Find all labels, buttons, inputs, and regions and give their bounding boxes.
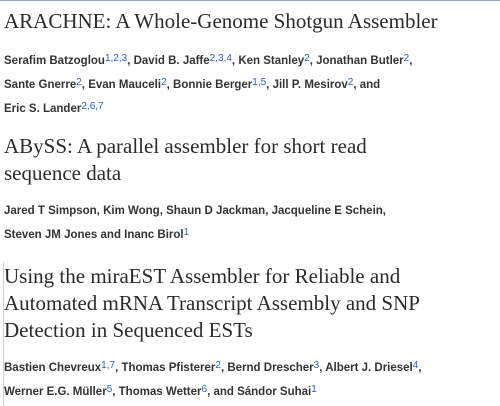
article-title: ABySS: A parallel assembler for short re… (4, 134, 367, 185)
affiliation-ref[interactable]: 4 (226, 53, 232, 64)
affiliation-ref[interactable]: 1 (183, 227, 190, 238)
affiliation-ref[interactable]: 2 (161, 77, 167, 88)
affiliation-ref[interactable]: 3 (218, 53, 224, 64)
article-arachne: ARACHNE: A Whole-Genome Shotgun Assemble… (4, 8, 494, 121)
author-name[interactable]: Eric S. Lander (4, 103, 82, 115)
author-name[interactable]: Ken Stanley (238, 55, 305, 67)
affiliation-ref[interactable]: 1 (101, 360, 107, 371)
author-name[interactable]: Shaun D Jackman (166, 205, 266, 217)
article-title: ARACHNE: A Whole-Genome Shotgun Assemble… (4, 9, 438, 33)
author-name[interactable]: Bastien Chevreux (4, 362, 102, 374)
affiliation-ref[interactable]: 5 (260, 77, 267, 88)
author-name[interactable]: Evan Mauceli (88, 79, 162, 91)
author-name[interactable]: Werner E.G. Müller (4, 386, 107, 398)
affiliation-ref[interactable]: 2 (76, 77, 82, 88)
affiliation-ref[interactable]: 4 (412, 360, 419, 371)
affiliation-ref[interactable]: 2 (81, 101, 87, 112)
affiliation-ref[interactable]: 2 (209, 53, 216, 64)
author-name[interactable]: Serafim Batzoglou (4, 55, 105, 67)
affiliation-ref[interactable]: 2 (403, 53, 410, 64)
article-title: Using the miraEST Assembler for Reliable… (4, 264, 420, 342)
affiliation-ref[interactable]: 6 (201, 384, 208, 395)
affiliation-ref[interactable]: 1 (104, 53, 111, 64)
author-name[interactable]: Thomas Wetter (118, 386, 202, 398)
affiliation-ref[interactable]: 5 (106, 384, 113, 395)
affiliation-ref[interactable]: 1 (252, 77, 258, 88)
author-name[interactable]: Thomas Pfisterer (121, 362, 216, 374)
author-name[interactable]: Steven JM Jones (4, 229, 98, 241)
author-name[interactable]: Bernd Drescher (227, 362, 314, 374)
author-name[interactable]: Sándor Suhai (237, 386, 312, 398)
affiliation-ref[interactable]: 7 (109, 360, 116, 371)
affiliation-ref[interactable]: 3 (121, 53, 128, 64)
author-name[interactable]: Jacqueline E Schein (271, 205, 383, 217)
author-name[interactable]: Albert J. Driesel (325, 362, 413, 374)
top-border (0, 0, 500, 1)
affiliation-ref[interactable]: 3 (313, 360, 320, 371)
author-name[interactable]: Inanc Birol (124, 229, 184, 241)
author-list: Serafim Batzoglou1,2,3, David B. Jaffe2,… (4, 53, 413, 116)
author-list: Bastien Chevreux1,7, Thomas Pfisterer2, … (4, 360, 422, 399)
author-name[interactable]: Kim Wong (103, 205, 160, 217)
author-name[interactable]: Jonathan Butler (316, 55, 404, 67)
affiliation-ref[interactable]: 6 (89, 101, 96, 112)
author-name[interactable]: Sante Gnerre (4, 79, 77, 91)
article-divider (3, 262, 4, 406)
affiliation-ref[interactable]: 2 (113, 53, 119, 64)
author-name[interactable]: Jill P. Mesirov (272, 79, 348, 91)
author-list: Jared T Simpson, Kim Wong, Shaun D Jackm… (4, 205, 386, 241)
affiliation-ref[interactable]: 2 (347, 77, 354, 88)
author-name[interactable]: David B. Jaffe (133, 55, 210, 67)
affiliation-ref[interactable]: 1 (311, 384, 317, 395)
affiliation-ref[interactable]: 7 (98, 101, 104, 112)
article-miraest: Using the miraEST Assembler for Reliable… (4, 263, 494, 404)
author-name[interactable]: Jared T Simpson (4, 205, 97, 217)
affiliation-ref[interactable]: 2 (215, 360, 221, 371)
affiliation-ref[interactable]: 2 (304, 53, 310, 64)
article-abyss: ABySS: A parallel assembler for short re… (4, 133, 494, 247)
author-name[interactable]: Bonnie Berger (173, 79, 253, 91)
